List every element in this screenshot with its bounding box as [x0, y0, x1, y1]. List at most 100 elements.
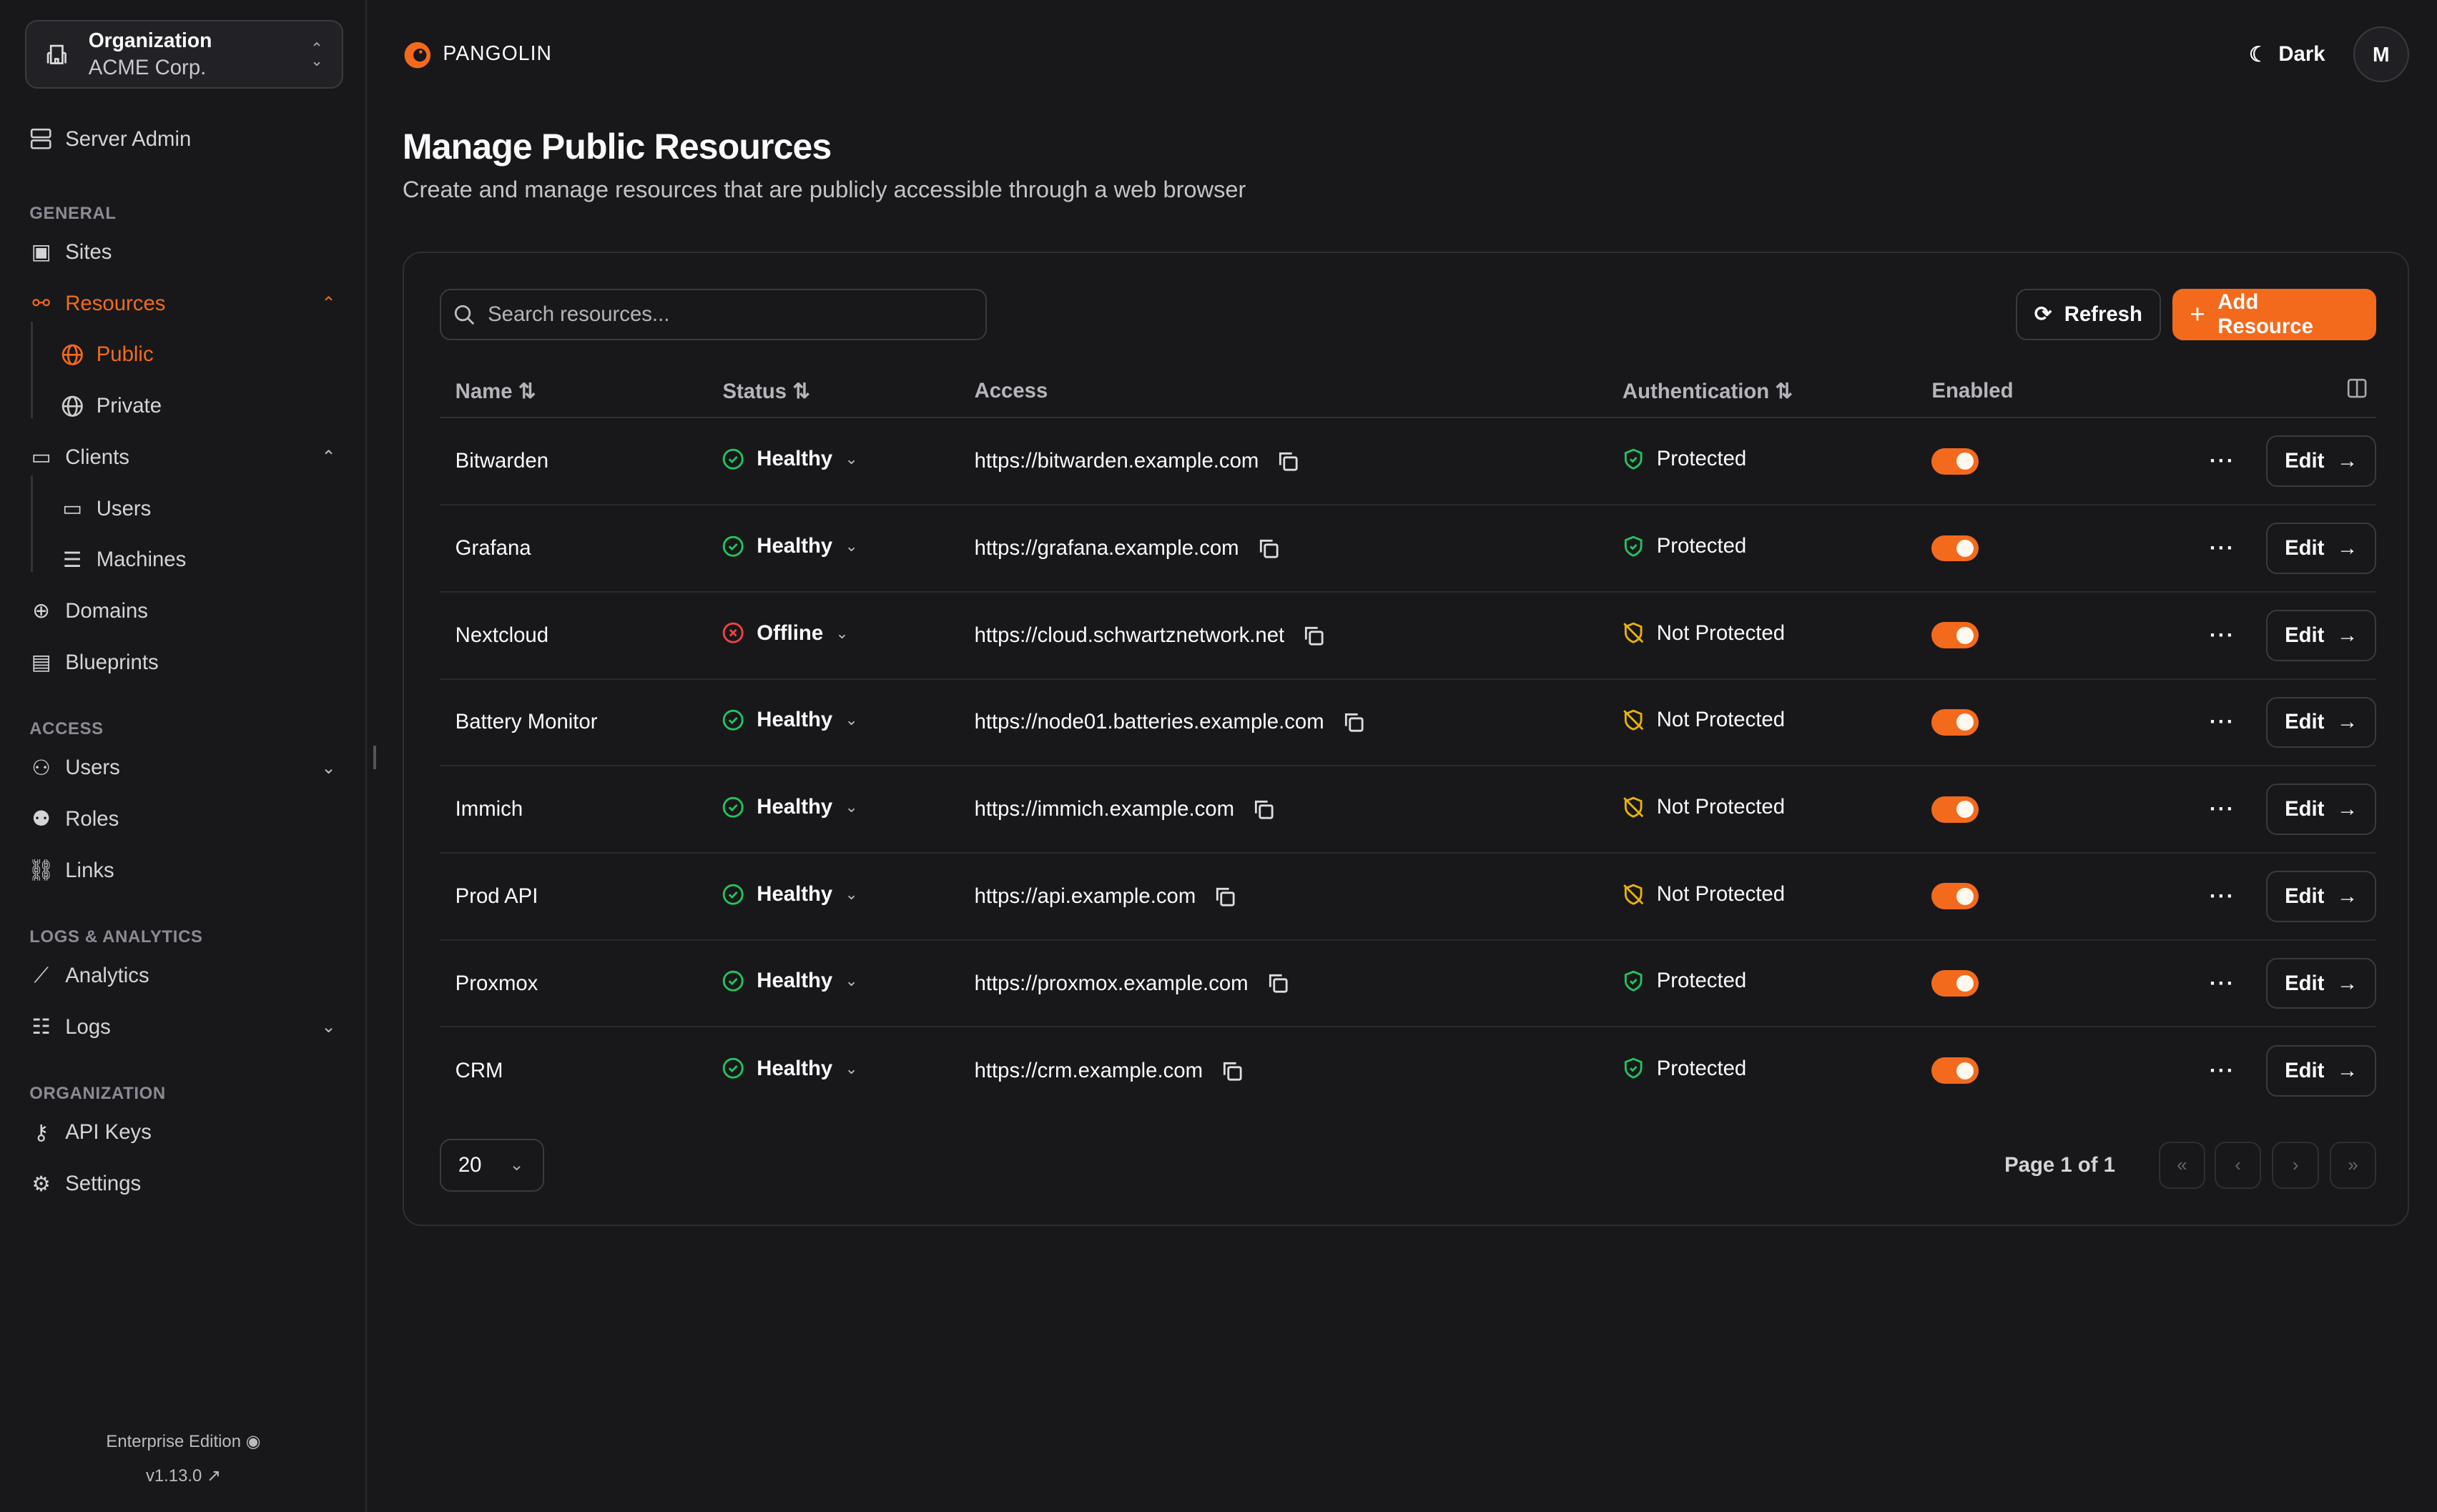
copy-icon[interactable] — [1343, 711, 1364, 733]
more-actions-button[interactable]: ··· — [2209, 797, 2235, 821]
brand-logo[interactable]: PANGOLIN — [401, 37, 552, 70]
more-actions-button[interactable]: ··· — [2209, 1058, 2235, 1082]
enabled-toggle[interactable] — [1931, 622, 1979, 649]
sidebar-item-sites[interactable]: ▣ Sites — [0, 227, 367, 278]
sidebar-item-links[interactable]: ⛓ Links — [0, 845, 367, 896]
edit-button[interactable]: Edit → — [2266, 870, 2377, 922]
edit-button[interactable]: Edit → — [2266, 1044, 2377, 1097]
more-actions-button[interactable]: ··· — [2209, 536, 2235, 560]
sidebar-item-machines[interactable]: ☰ Machines — [0, 534, 367, 585]
auth-label: Not Protected — [1656, 621, 1786, 645]
col-status[interactable]: Status ⇅ — [707, 365, 959, 419]
sort-icon: ⇅ — [1775, 379, 1793, 403]
more-actions-button[interactable]: ··· — [2209, 884, 2235, 908]
first-page-button[interactable]: « — [2158, 1142, 2205, 1189]
enabled-toggle[interactable] — [1931, 535, 1979, 562]
enabled-toggle[interactable] — [1931, 883, 1979, 910]
enabled-toggle[interactable] — [1931, 1057, 1979, 1084]
add-resource-button[interactable]: + Add Resource — [2172, 289, 2377, 340]
edit-button[interactable]: Edit → — [2266, 523, 2377, 574]
edit-button[interactable]: Edit → — [2266, 957, 2377, 1009]
table-row: Proxmox Healthy ⌄ https://proxmox.example… — [439, 939, 2377, 1028]
copy-icon[interactable] — [1214, 886, 1236, 907]
status-dropdown[interactable]: Healthy ⌄ — [722, 795, 858, 819]
status-dropdown[interactable]: Healthy ⌄ — [722, 969, 858, 993]
enabled-toggle[interactable] — [1931, 796, 1979, 823]
access-url[interactable]: https://cloud.schwartznetwork.net — [974, 623, 1285, 647]
sidebar-item-public[interactable]: Public — [0, 330, 367, 381]
edition-link[interactable]: Enterprise Edition ◉ — [0, 1425, 367, 1459]
sidebar-resize-handle[interactable] — [373, 746, 376, 769]
col-name[interactable]: Name ⇅ — [439, 365, 707, 419]
next-page-button[interactable]: › — [2272, 1142, 2319, 1189]
status-dropdown[interactable]: Offline ⌄ — [722, 621, 849, 646]
theme-toggle[interactable]: ☾ Dark — [2249, 42, 2325, 67]
page-subtitle: Create and manage resources that are pub… — [402, 175, 1246, 202]
status-dropdown[interactable]: Healthy ⌄ — [722, 1057, 858, 1081]
access-url[interactable]: https://grafana.example.com — [974, 536, 1239, 560]
status-dropdown[interactable]: Healthy ⌄ — [722, 447, 858, 471]
enabled-toggle[interactable] — [1931, 448, 1979, 475]
page-size-value: 20 — [458, 1152, 482, 1177]
copy-icon[interactable] — [1258, 538, 1279, 559]
status-dropdown[interactable]: Healthy ⌄ — [722, 708, 858, 732]
page-size-select[interactable]: 20 ⌄ — [439, 1138, 544, 1192]
resources-table: Name ⇅ Status ⇅ Access Authentication ⇅ … — [439, 365, 2377, 1115]
copy-icon[interactable] — [1267, 972, 1289, 994]
edit-button[interactable]: Edit → — [2266, 435, 2377, 488]
search-input[interactable] — [488, 302, 955, 327]
sidebar-item-server-admin[interactable]: Server Admin — [0, 114, 367, 165]
sidebar-item-domains[interactable]: ⊕ Domains — [0, 585, 367, 637]
sidebar-item-private[interactable]: Private — [0, 380, 367, 432]
search-box[interactable] — [439, 289, 987, 340]
more-actions-button[interactable]: ··· — [2209, 449, 2235, 473]
access-url[interactable]: https://api.example.com — [974, 884, 1196, 908]
more-actions-button[interactable]: ··· — [2209, 710, 2235, 734]
sort-icon: ⇅ — [792, 379, 810, 403]
org-switcher[interactable]: Organization ACME Corp. ⌃ ⌄ — [24, 20, 344, 89]
shield-check-icon — [1623, 535, 1644, 557]
columns-toggle[interactable] — [2102, 365, 2377, 419]
copy-icon[interactable] — [1221, 1060, 1243, 1082]
section-general: GENERAL — [29, 203, 117, 223]
edit-button[interactable]: Edit → — [2266, 784, 2377, 835]
sites-icon: ▣ — [31, 240, 51, 265]
access-url[interactable]: https://proxmox.example.com — [974, 971, 1249, 995]
status-label: Healthy — [757, 708, 833, 732]
sidebar-item-users[interactable]: ⚇ Users ⌄ — [0, 742, 367, 794]
sidebar-item-analytics[interactable]: ⟋ Analytics — [0, 950, 367, 1002]
copy-icon[interactable] — [1277, 450, 1299, 472]
edit-button[interactable]: Edit → — [2266, 696, 2377, 748]
version-link[interactable]: v1.13.0 ↗ — [0, 1459, 367, 1493]
edit-label: Edit — [2285, 971, 2325, 995]
avatar[interactable]: M — [2353, 26, 2409, 83]
sidebar-item-settings[interactable]: ⚙ Settings — [0, 1158, 367, 1210]
table-row: Bitwarden Healthy ⌄ https://bitwarden.exa… — [439, 417, 2377, 506]
status-dropdown[interactable]: Healthy ⌄ — [722, 534, 858, 558]
enabled-toggle[interactable] — [1931, 970, 1979, 997]
last-page-button[interactable]: » — [2329, 1142, 2377, 1189]
label: Clients — [65, 445, 129, 469]
copy-icon[interactable] — [1253, 799, 1274, 820]
access-url[interactable]: https://bitwarden.example.com — [974, 449, 1259, 473]
enabled-toggle[interactable] — [1931, 708, 1979, 736]
sidebar-item-api-keys[interactable]: ⚷ API Keys — [0, 1107, 367, 1159]
access-url[interactable]: https://node01.batteries.example.com — [974, 710, 1324, 734]
more-actions-button[interactable]: ··· — [2209, 971, 2235, 995]
sidebar-item-blueprints[interactable]: ▤ Blueprints — [0, 637, 367, 688]
copy-icon[interactable] — [1303, 625, 1324, 646]
col-auth[interactable]: Authentication ⇅ — [1607, 365, 1916, 419]
sidebar-item-client-users[interactable]: ▭ Users — [0, 483, 367, 535]
more-actions-button[interactable]: ··· — [2209, 623, 2235, 647]
sidebar-item-clients[interactable]: ▭ Clients ⌃ — [0, 432, 367, 483]
sidebar-item-resources[interactable]: ⚯ Resources ⌃ — [0, 278, 367, 330]
sidebar-item-logs[interactable]: ☷ Logs ⌄ — [0, 1002, 367, 1053]
access-url[interactable]: https://crm.example.com — [974, 1058, 1203, 1082]
prev-page-button[interactable]: ‹ — [2215, 1142, 2262, 1189]
table-row: Battery Monitor Healthy ⌄ https://node01.… — [439, 678, 2377, 767]
refresh-button[interactable]: ⟳ Refresh — [2015, 289, 2161, 340]
edit-button[interactable]: Edit → — [2266, 609, 2377, 661]
status-dropdown[interactable]: Healthy ⌄ — [722, 882, 858, 906]
sidebar-item-roles[interactable]: ⚉ Roles — [0, 794, 367, 845]
access-url[interactable]: https://immich.example.com — [974, 797, 1235, 821]
